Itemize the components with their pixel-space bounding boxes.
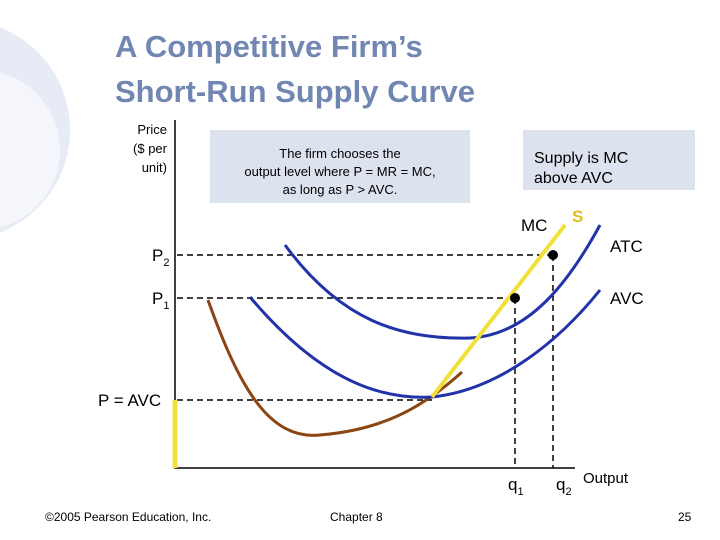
title-line: A Competitive Firm’s <box>115 29 423 64</box>
label-sub: 2 <box>565 486 571 498</box>
label-base: P <box>152 246 163 265</box>
supply-curve <box>430 223 567 399</box>
footer-copyright: ©2005 Pearson Education, Inc. <box>45 510 211 524</box>
callout-text: output level where P = MR = MC, <box>244 164 435 179</box>
price-label: P = AVC <box>98 391 161 410</box>
label-sub: 2 <box>163 257 169 269</box>
decoration <box>0 72 60 228</box>
label-sub: 1 <box>163 300 169 312</box>
y-axis-label: Price <box>137 122 167 137</box>
label-base: P <box>152 289 163 308</box>
label-base: q <box>556 475 565 494</box>
atc-curve <box>283 224 602 340</box>
callout-box <box>523 130 695 190</box>
callout-text: The firm chooses the <box>279 146 400 161</box>
callout-text: as long as P > AVC. <box>283 182 398 197</box>
x-axis-label: Output <box>583 470 629 487</box>
quantity-label: q1 <box>508 475 524 498</box>
footer-chapter: Chapter 8 <box>330 510 383 524</box>
label-base: q <box>508 475 517 494</box>
y-axis-label: unit) <box>142 160 167 175</box>
callout-box <box>210 130 470 203</box>
point <box>510 293 520 303</box>
price-label: P2 <box>152 246 169 269</box>
callout-text: Supply is MC <box>534 150 628 167</box>
callout-text: above AVC <box>534 170 613 187</box>
point <box>548 250 558 260</box>
curve-label: S <box>572 207 583 226</box>
y-axis-label: ($ per <box>133 141 168 156</box>
curve-label: AVC <box>610 289 644 308</box>
quantity-label: q2 <box>556 475 572 498</box>
curve-label: MC <box>521 216 547 235</box>
avc-curve <box>248 289 602 399</box>
title-line: Short-Run Supply Curve <box>115 74 475 109</box>
price-label: P1 <box>152 289 169 312</box>
footer-page: 25 <box>678 510 692 524</box>
curve-label: ATC <box>610 237 643 256</box>
mc-curve <box>206 299 464 437</box>
label-sub: 1 <box>517 486 523 498</box>
